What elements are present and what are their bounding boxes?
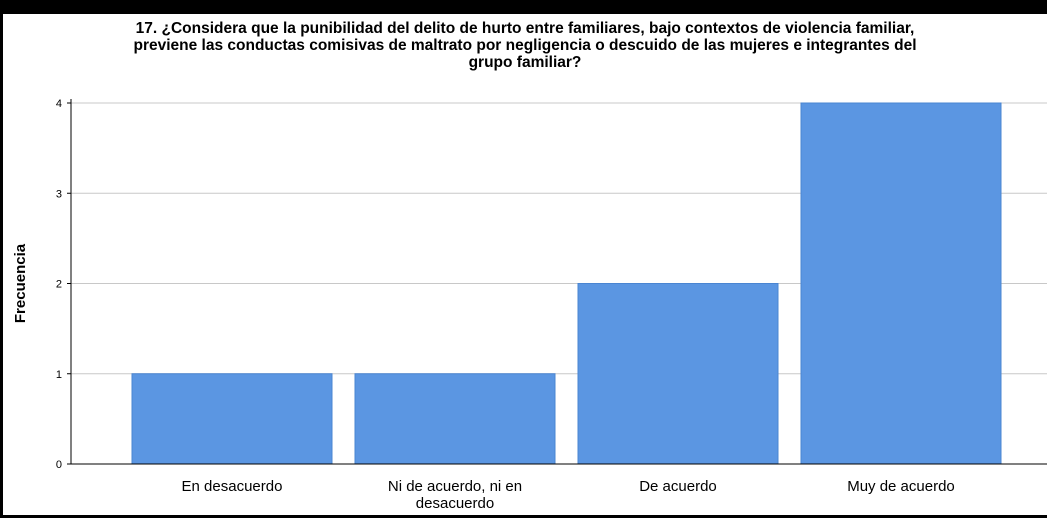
chart-frame: 17. ¿Considera que la punibilidad del de…	[3, 14, 1047, 515]
bar	[131, 373, 333, 465]
y-axis-label: Frecuencia	[12, 243, 29, 323]
bar	[577, 283, 779, 465]
bar	[354, 373, 556, 465]
x-category-label: Ni de acuerdo, ni en	[388, 478, 522, 495]
y-tick-label: 1	[56, 369, 62, 381]
x-category-label: desacuerdo	[416, 495, 494, 512]
x-category-label: De acuerdo	[639, 478, 717, 495]
chart-title: 17. ¿Considera que la punibilidad del de…	[3, 20, 1047, 71]
x-category-label: En desacuerdo	[182, 478, 283, 495]
chart-title-line-1: 17. ¿Considera que la punibilidad del de…	[135, 20, 915, 37]
chart-title-line-3: grupo familiar?	[468, 54, 582, 71]
y-tick-label: 2	[56, 279, 62, 291]
bar-chart: 0 1 2 3 4 En desacuerdo Ni de acuerdo, ni ende…	[12, 98, 1047, 512]
y-tick-label: 0	[56, 459, 62, 471]
x-category-label: Muy de acuerdo	[847, 478, 955, 495]
chart-title-line-2: previene las conductas comisivas de malt…	[133, 37, 917, 54]
bar	[800, 102, 1002, 465]
y-tick-label: 3	[56, 188, 62, 200]
y-tick-label: 4	[56, 98, 62, 110]
